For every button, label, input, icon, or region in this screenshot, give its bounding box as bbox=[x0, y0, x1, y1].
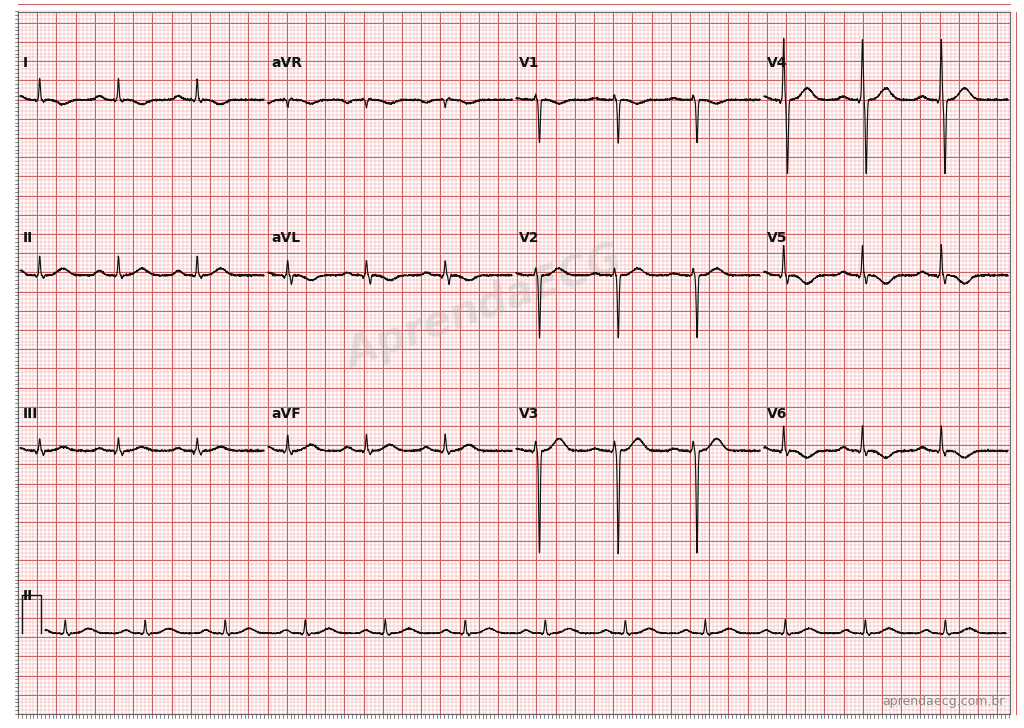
Text: II: II bbox=[23, 589, 33, 604]
Text: V4: V4 bbox=[767, 56, 787, 70]
Text: V1: V1 bbox=[519, 56, 540, 70]
Text: V6: V6 bbox=[767, 407, 787, 421]
Text: II: II bbox=[23, 232, 33, 245]
Text: aVL: aVL bbox=[271, 232, 300, 245]
Text: V2: V2 bbox=[519, 232, 540, 245]
Text: aprendaecg.com.br: aprendaecg.com.br bbox=[883, 695, 1005, 708]
Text: III: III bbox=[23, 407, 38, 421]
Text: aVF: aVF bbox=[271, 407, 301, 421]
Text: aVR: aVR bbox=[271, 56, 302, 70]
Text: V3: V3 bbox=[519, 407, 540, 421]
Text: AprendaECG: AprendaECG bbox=[340, 238, 628, 377]
Text: I: I bbox=[23, 56, 28, 70]
Text: V5: V5 bbox=[767, 232, 787, 245]
